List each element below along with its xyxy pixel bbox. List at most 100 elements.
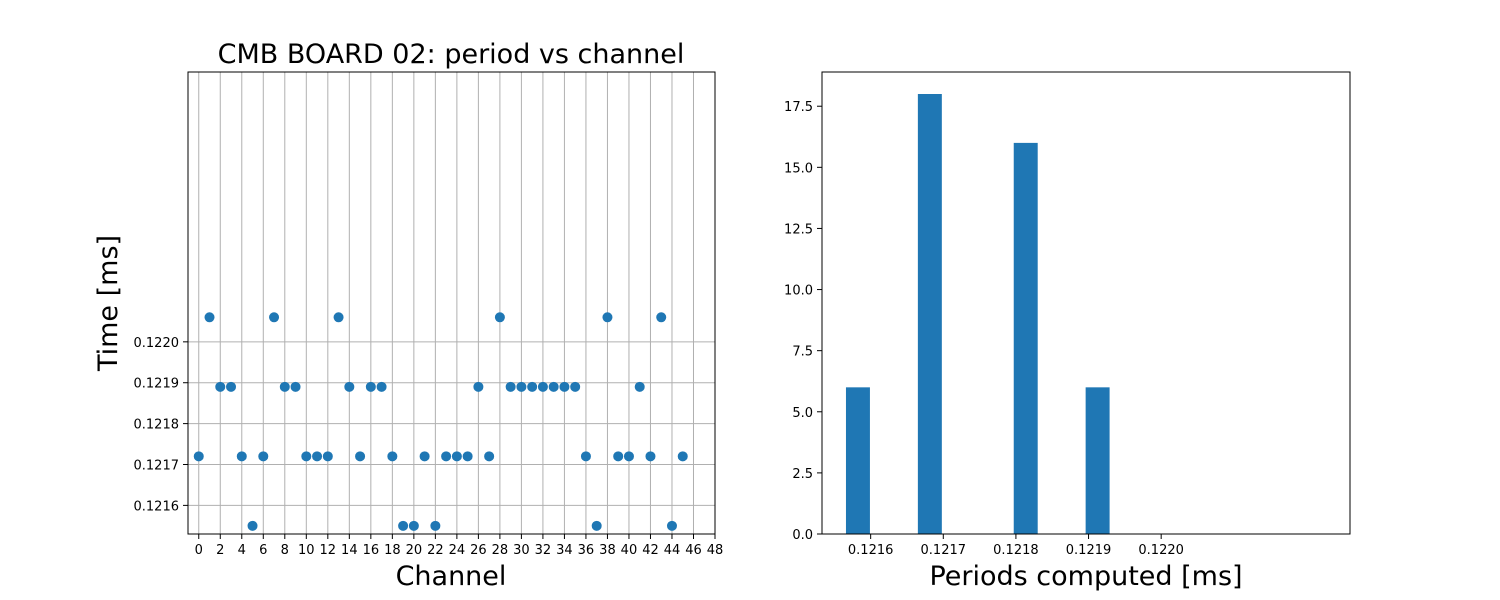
x-tick-label: 30 <box>513 543 530 558</box>
scatter-point <box>537 381 548 392</box>
scatter-point <box>527 381 538 392</box>
scatter-point <box>666 520 677 531</box>
scatter-point <box>613 451 624 462</box>
scatter-axes-frame <box>187 71 716 535</box>
scatter-point <box>355 451 366 462</box>
y-tick-label: 0.1220 <box>134 336 180 351</box>
scatter-y-axis-label: Time [ms] <box>93 235 124 372</box>
y-tick-label: 17.5 <box>784 100 813 115</box>
x-tick-label: 18 <box>384 543 401 558</box>
scatter-point <box>634 381 645 392</box>
scatter-point <box>408 520 419 531</box>
scatter-point <box>516 381 527 392</box>
x-tick-label: 4 <box>238 543 246 558</box>
x-tick-label: 44 <box>664 543 681 558</box>
scatter-point <box>365 381 376 392</box>
scatter-point <box>473 381 484 392</box>
scatter-point <box>290 381 301 392</box>
scatter-point <box>462 451 473 462</box>
x-tick-label: 26 <box>470 543 487 558</box>
histogram-chart: 0.1216 0.1217 0.1218 0.1219 0.1220 0.0 2.5 5.0… <box>784 71 1351 592</box>
scatter-points <box>193 312 688 531</box>
scatter-point <box>430 520 441 531</box>
scatter-x-ticks: 0 2 4 6 8 10 12 14 16 18 20 22 24 26 28 30 32 34 36 38 40 42 4… <box>195 534 724 558</box>
scatter-point <box>258 451 269 462</box>
x-tick-label: 48 <box>707 543 724 558</box>
histogram-bar <box>1013 142 1038 534</box>
histogram-x-axis-label: Periods computed [ms] <box>929 561 1242 592</box>
y-tick-label: 0.1217 <box>134 458 180 473</box>
scatter-point <box>322 451 333 462</box>
x-tick-label: 36 <box>578 543 595 558</box>
scatter-y-ticks: 0.1216 0.1217 0.1218 0.1219 0.1220 <box>134 336 188 514</box>
scatter-point <box>505 381 516 392</box>
y-tick-label: 0.0 <box>792 528 813 543</box>
x-tick-label: 6 <box>259 543 267 558</box>
x-tick-label: 16 <box>363 543 380 558</box>
scatter-point <box>269 312 280 323</box>
scatter-point <box>441 451 452 462</box>
scatter-point <box>247 520 258 531</box>
scatter-point <box>451 451 462 462</box>
scatter-point <box>333 312 344 323</box>
x-tick-label: 8 <box>281 543 289 558</box>
x-tick-label: 34 <box>556 543 573 558</box>
scatter-point <box>559 381 570 392</box>
scatter-point <box>623 451 634 462</box>
scatter-point <box>484 451 495 462</box>
scatter-x-axis-label: Channel <box>396 561 507 592</box>
y-tick-label: 2.5 <box>792 467 813 482</box>
y-tick-label: 12.5 <box>784 222 813 237</box>
x-tick-label: 46 <box>685 543 702 558</box>
x-tick-label: 0.1217 <box>921 543 967 558</box>
x-tick-label: 24 <box>449 543 466 558</box>
x-tick-label: 32 <box>535 543 552 558</box>
x-tick-label: 28 <box>492 543 509 558</box>
scatter-point <box>215 381 226 392</box>
scatter-chart: CMB BOARD 02: period vs channel 0 2 4 6 8 10 1… <box>93 39 723 592</box>
y-tick-label: 7.5 <box>792 345 813 360</box>
scatter-point <box>677 451 688 462</box>
scatter-point <box>226 381 237 392</box>
histogram-bar <box>1085 387 1110 534</box>
scatter-point <box>645 451 656 462</box>
y-tick-label: 0.1219 <box>134 377 180 392</box>
x-tick-label: 0.1218 <box>993 543 1039 558</box>
y-tick-label: 10.0 <box>784 284 813 299</box>
scatter-point <box>193 451 204 462</box>
x-tick-label: 0 <box>195 543 203 558</box>
x-tick-label: 40 <box>621 543 638 558</box>
x-tick-label: 22 <box>427 543 444 558</box>
scatter-point <box>279 381 290 392</box>
x-tick-label: 42 <box>642 543 659 558</box>
x-tick-label: 0.1219 <box>1066 543 1112 558</box>
y-tick-label: 5.0 <box>792 406 813 421</box>
y-tick-label: 15.0 <box>784 161 813 176</box>
scatter-point <box>580 451 591 462</box>
scatter-point <box>387 451 398 462</box>
scatter-point <box>548 381 559 392</box>
histogram-x-ticks: 0.1216 0.1217 0.1218 0.1219 0.1220 <box>848 534 1184 558</box>
histogram-bar <box>845 387 870 534</box>
histogram-axes-frame <box>821 71 1351 535</box>
x-tick-label: 2 <box>216 543 224 558</box>
scatter-point <box>602 312 613 323</box>
x-tick-label: 0.1216 <box>848 543 894 558</box>
scatter-point <box>591 520 602 531</box>
histogram-bar <box>917 94 942 534</box>
scatter-point <box>656 312 667 323</box>
scatter-point <box>398 520 409 531</box>
scatter-point <box>419 451 430 462</box>
x-tick-label: 10 <box>298 543 315 558</box>
x-tick-label: 14 <box>341 543 358 558</box>
x-tick-label: 20 <box>406 543 423 558</box>
scatter-point <box>344 381 355 392</box>
scatter-point <box>204 312 215 323</box>
histogram-y-ticks: 0.0 2.5 5.0 7.5 10.0 12.5 15.0 17.5 <box>784 100 822 543</box>
scatter-point <box>376 381 387 392</box>
y-tick-label: 0.1218 <box>134 418 180 433</box>
scatter-point <box>236 451 247 462</box>
scatter-point <box>312 451 323 462</box>
scatter-grid <box>188 72 716 534</box>
